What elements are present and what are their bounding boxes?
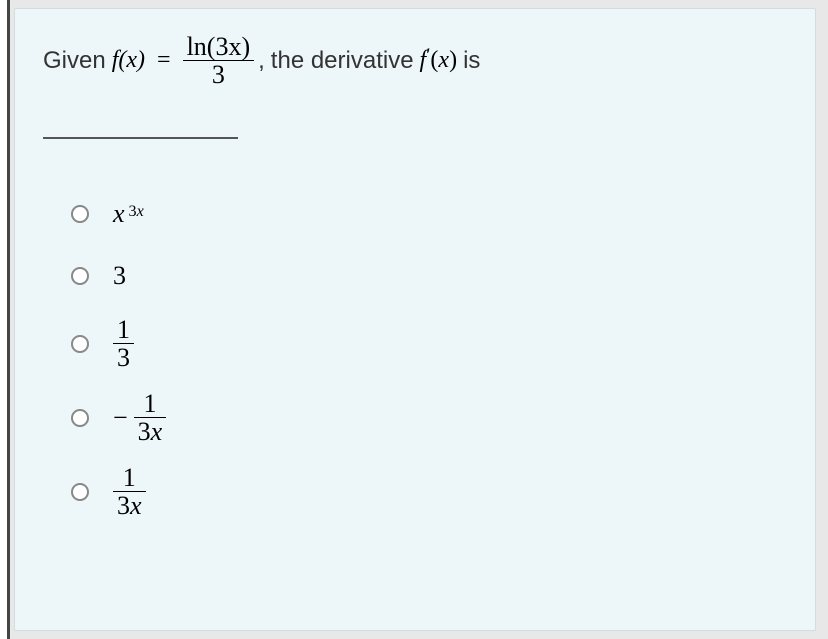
opt5-den-a: 3	[117, 491, 130, 520]
option-1-math: x3x	[113, 199, 144, 229]
opt5-den: 3x	[113, 492, 146, 519]
opt4-den-b: x	[151, 417, 163, 446]
q-suffix: is	[463, 44, 480, 78]
option-3[interactable]: 1 3	[71, 307, 787, 381]
left-border-bar	[0, 0, 10, 639]
option-4[interactable]: − 1 3x	[71, 381, 787, 455]
opt4-num: 1	[139, 390, 160, 417]
opt4-neg: −	[113, 403, 128, 433]
page-container: Given f(x) = ln(3x) 3 , the derivative f…	[10, 0, 828, 639]
radio-icon	[71, 335, 89, 353]
question-text: Given f(x) = ln(3x) 3 , the derivative f…	[43, 33, 787, 89]
q-comma: ,	[258, 44, 265, 78]
q-prefix: Given	[43, 44, 106, 78]
option-4-math: − 1 3x	[113, 390, 166, 446]
question-card: Given f(x) = ln(3x) 3 , the derivative f…	[14, 8, 816, 631]
radio-icon	[71, 409, 89, 427]
q-ln-arg: (3x)	[207, 32, 250, 61]
q-fraction: ln(3x) 3	[183, 33, 255, 89]
opt2-text: 3	[113, 261, 126, 291]
option-5-math: 1 3x	[113, 464, 146, 520]
q-frac-num: ln(3x)	[183, 33, 255, 60]
opt5-frac: 1 3x	[113, 464, 146, 520]
opt3-num: 1	[113, 316, 134, 343]
answer-blank-line	[43, 137, 238, 139]
opt1-exp: 3x	[129, 203, 144, 221]
radio-icon	[71, 205, 89, 223]
radio-icon	[71, 267, 89, 285]
opt1-exp-a: 3	[129, 203, 137, 220]
q-ln: ln	[187, 32, 207, 61]
opt5-num: 1	[119, 464, 140, 491]
opt1-exp-b: x	[137, 203, 144, 220]
option-2[interactable]: 3	[71, 245, 787, 307]
opt3-den: 3	[113, 344, 134, 371]
q-equals: =	[157, 44, 171, 78]
option-1[interactable]: x3x	[71, 183, 787, 245]
q-mid: the derivative	[271, 44, 414, 78]
option-5[interactable]: 1 3x	[71, 455, 787, 529]
opt5-den-b: x	[130, 491, 142, 520]
q-fprime: f′(x)	[420, 44, 458, 78]
options-group: x3x 3 1 3	[71, 183, 787, 529]
q-frac-den: 3	[208, 61, 229, 88]
option-2-math: 3	[113, 261, 126, 291]
opt4-den: 3x	[134, 418, 167, 445]
option-3-math: 1 3	[113, 316, 134, 372]
opt4-frac: 1 3x	[134, 390, 167, 446]
opt3-frac: 1 3	[113, 316, 134, 372]
q-fx: f(x)	[112, 44, 145, 78]
radio-icon	[71, 483, 89, 501]
opt1-base: x	[113, 199, 125, 229]
opt4-den-a: 3	[138, 417, 151, 446]
